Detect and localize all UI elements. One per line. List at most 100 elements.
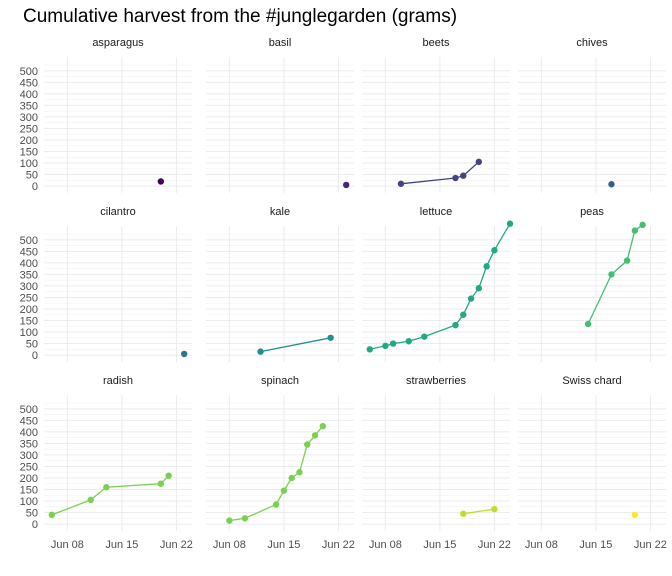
data-point	[241, 515, 249, 522]
facet-label: radish	[103, 375, 133, 387]
y-tick-label: 400	[20, 89, 38, 101]
y-tick-label: 200	[20, 473, 38, 485]
data-point	[421, 333, 428, 340]
y-tick-label: 250	[20, 292, 38, 304]
data-point	[631, 511, 639, 519]
y-tick-label: 150	[20, 485, 38, 497]
y-tick-label: 0	[32, 350, 38, 362]
facet-label: basil	[269, 37, 292, 49]
x-tick-label: Jun 15	[423, 539, 456, 551]
data-point	[319, 422, 327, 430]
x-tick-label: Jun 15	[267, 539, 300, 551]
y-tick-label: 250	[20, 123, 38, 135]
y-tick-label: 450	[20, 77, 38, 89]
facet-label: Swiss chard	[562, 375, 621, 387]
y-tick-label: 500	[20, 66, 38, 78]
facet-panel: Swiss chard Jun 08 Jun 15 Jun 22	[518, 375, 667, 551]
data-point	[475, 285, 483, 292]
data-point	[506, 220, 514, 227]
data-point	[181, 350, 188, 358]
y-tick-label: 100	[20, 327, 38, 339]
data-point	[623, 257, 631, 264]
y-tick-label: 250	[20, 461, 38, 473]
facet-panel: beets	[362, 37, 510, 193]
y-tick-label: 450	[20, 246, 38, 258]
data-point	[272, 501, 280, 508]
data-point	[389, 340, 397, 347]
x-tick-label: Jun 22	[160, 539, 193, 551]
y-tick-label: 200	[20, 135, 38, 147]
facet-label: lettuce	[420, 206, 452, 218]
y-tick-label: 0	[32, 519, 38, 531]
data-point	[460, 510, 467, 517]
data-point	[327, 334, 334, 341]
facet-panel: lettuce	[362, 206, 514, 362]
data-point	[288, 474, 295, 482]
data-point	[257, 348, 264, 355]
data-point	[157, 178, 165, 185]
x-tick-label: Jun 08	[369, 539, 402, 551]
facet-label: kale	[270, 206, 290, 218]
y-tick-label: 500	[20, 404, 38, 416]
series-line	[400, 161, 480, 185]
data-point	[103, 484, 110, 491]
data-point	[311, 432, 319, 439]
facet-label: peas	[580, 206, 604, 218]
facet-label: strawberries	[406, 375, 466, 387]
y-tick-label: 300	[20, 450, 38, 462]
y-tick-label: 150	[20, 316, 38, 328]
x-tick-label: Jun 08	[51, 539, 84, 551]
x-tick-label: Jun 08	[213, 539, 246, 551]
data-point	[452, 321, 459, 329]
data-point	[165, 472, 172, 479]
data-point	[584, 320, 592, 328]
data-point	[382, 342, 389, 350]
y-tick-label: 50	[26, 339, 38, 351]
facet-panel: spinach Jun 08 Jun 15 Jun 22	[206, 375, 355, 551]
facet-label: chives	[576, 37, 608, 49]
x-tick-label: Jun 22	[634, 539, 667, 551]
data-point	[280, 487, 288, 494]
data-point	[639, 221, 646, 229]
data-point	[366, 346, 373, 353]
data-point	[491, 505, 498, 513]
y-tick-label: 100	[20, 158, 38, 170]
y-tick-label: 150	[20, 147, 38, 159]
facet-panel: strawberries Jun 08 Jun 15 Jun 22	[362, 375, 511, 551]
facet-panel: basil	[206, 37, 354, 193]
y-tick-label: 450	[20, 415, 38, 427]
x-tick-label: Jun 08	[525, 539, 558, 551]
data-point	[397, 180, 405, 187]
data-point	[631, 227, 639, 234]
data-point	[304, 441, 311, 448]
facet-label: cilantro	[100, 206, 135, 218]
data-point	[491, 247, 498, 254]
y-tick-label: 100	[20, 496, 38, 508]
data-point	[343, 181, 350, 189]
y-tick-label: 350	[20, 100, 38, 112]
data-point	[483, 263, 490, 270]
y-tick-label: 0	[32, 181, 38, 193]
data-point	[467, 295, 475, 302]
facet-label: spinach	[261, 375, 299, 387]
facet-label: asparagus	[92, 37, 144, 49]
y-tick-label: 400	[20, 258, 38, 270]
facet-panel: kale	[206, 206, 354, 362]
y-tick-label: 50	[26, 508, 38, 520]
facet-panel: chives	[518, 37, 666, 193]
data-point	[48, 511, 55, 519]
y-tick-label: 350	[20, 438, 38, 450]
y-tick-label: 350	[20, 269, 38, 281]
y-tick-label: 300	[20, 112, 38, 124]
data-point	[460, 311, 467, 318]
data-point	[608, 181, 615, 188]
series-line	[463, 508, 495, 515]
series-line	[260, 337, 331, 353]
x-tick-label: Jun 15	[105, 539, 138, 551]
data-point	[452, 174, 459, 182]
y-tick-label: 300	[20, 281, 38, 293]
